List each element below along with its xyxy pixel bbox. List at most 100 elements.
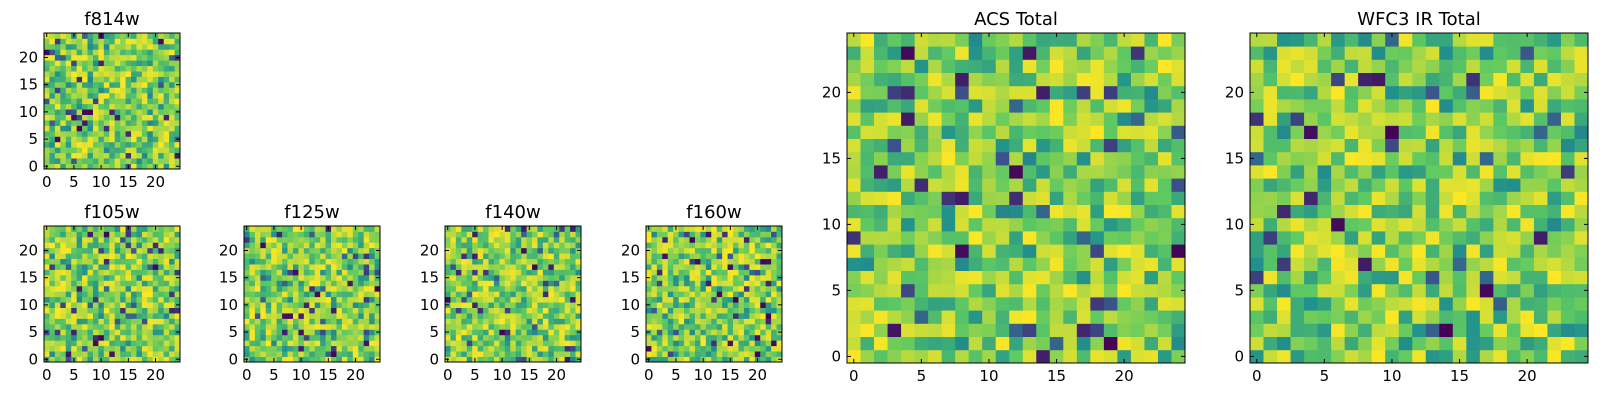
heatmap-cell xyxy=(738,302,745,308)
heatmap-cell xyxy=(114,242,121,249)
heatmap-cell xyxy=(1439,151,1454,166)
heatmap-cell xyxy=(662,253,669,260)
heatmap-cell xyxy=(163,81,170,88)
heatmap-cell xyxy=(1560,310,1575,324)
heatmap-cell xyxy=(109,54,116,61)
heatmap-cell xyxy=(163,247,170,254)
heatmap-cell xyxy=(461,356,468,363)
heatmap-cell xyxy=(109,60,116,67)
heatmap-cell xyxy=(282,269,288,276)
heatmap-cell xyxy=(673,302,680,308)
heatmap-cell xyxy=(1574,178,1589,192)
heatmap-cell xyxy=(325,231,332,238)
heatmap-cell xyxy=(646,323,652,330)
heatmap-cell xyxy=(1277,85,1291,100)
heatmap-cell xyxy=(542,280,549,287)
heatmap-cell xyxy=(901,151,915,166)
heatmap-cell xyxy=(265,280,272,287)
heatmap-cell xyxy=(689,236,696,243)
heatmap-cell xyxy=(928,323,943,337)
x-tick-label: 5 xyxy=(671,366,681,384)
heatmap-cell xyxy=(169,264,175,270)
heatmap-cell xyxy=(532,280,538,287)
heatmap-cell xyxy=(141,269,148,276)
heatmap-cell xyxy=(678,351,685,357)
heatmap-cell xyxy=(483,242,489,249)
heatmap-cell xyxy=(336,253,343,260)
heatmap-cell xyxy=(92,152,99,159)
heatmap-cell xyxy=(103,285,110,292)
heatmap-cell xyxy=(87,285,94,292)
heatmap-cell xyxy=(564,291,571,298)
x-tick-label: 20 xyxy=(748,366,767,384)
heatmap-cell xyxy=(570,329,576,336)
heatmap-cell xyxy=(914,283,929,298)
heatmap-cell xyxy=(466,242,473,249)
heatmap-cell xyxy=(542,334,549,341)
heatmap-cell xyxy=(705,253,712,260)
heatmap-cell xyxy=(542,356,549,363)
heatmap-cell xyxy=(689,258,696,265)
heatmap-cell xyxy=(1385,204,1400,219)
heatmap-cell xyxy=(982,244,997,258)
heatmap-cell xyxy=(49,43,56,50)
heatmap-cell xyxy=(254,323,261,330)
heatmap-cell xyxy=(363,236,370,243)
heatmap-cell xyxy=(548,351,555,357)
heatmap-cell xyxy=(689,307,696,314)
heatmap-cell xyxy=(331,318,337,325)
heatmap-cell xyxy=(60,247,67,254)
heatmap-cell xyxy=(114,152,121,159)
heatmap-cell xyxy=(1493,283,1508,298)
heatmap-cell xyxy=(92,43,99,50)
heatmap-cell xyxy=(1036,244,1051,258)
heatmap-cell xyxy=(92,114,99,121)
heatmap-cell xyxy=(152,296,159,303)
heatmap-cell xyxy=(548,236,555,243)
heatmap-cell xyxy=(689,313,696,319)
heatmap-cell xyxy=(455,231,462,238)
heatmap-cell xyxy=(260,285,267,292)
heatmap-cell xyxy=(662,226,669,232)
heatmap-cell xyxy=(716,307,723,314)
heatmap-cell xyxy=(700,323,707,330)
heatmap-cell xyxy=(60,296,67,303)
heatmap-cell xyxy=(466,313,473,319)
heatmap-cell xyxy=(874,112,888,126)
heatmap-cell xyxy=(678,280,685,287)
heatmap-cell xyxy=(1171,165,1186,179)
heatmap-cell xyxy=(651,231,658,238)
heatmap-cell xyxy=(136,147,143,154)
heatmap-cell xyxy=(673,280,680,287)
heatmap-cell xyxy=(749,253,756,260)
heatmap-cell xyxy=(141,334,148,341)
heatmap-cell xyxy=(298,313,305,319)
heatmap-cell xyxy=(152,49,159,56)
heatmap-cell xyxy=(771,345,777,352)
heatmap-cell xyxy=(1277,151,1291,166)
heatmap-cell xyxy=(1049,191,1064,205)
heatmap-cell xyxy=(1317,244,1332,258)
heatmap-cell xyxy=(727,340,734,347)
heatmap-cell xyxy=(537,356,544,363)
heatmap-cell xyxy=(564,242,571,249)
heatmap-cell xyxy=(1425,46,1440,60)
heatmap-cell xyxy=(1466,85,1481,100)
heatmap-cell xyxy=(1479,85,1494,100)
heatmap-cell xyxy=(1466,257,1481,271)
heatmap-cell xyxy=(1425,231,1440,245)
heatmap-cell xyxy=(60,141,67,148)
heatmap-cell xyxy=(760,340,767,347)
heatmap-cell xyxy=(684,274,690,281)
heatmap-cell xyxy=(678,334,685,341)
heatmap-cell xyxy=(71,285,78,292)
heatmap-cell xyxy=(174,103,181,110)
heatmap-cell xyxy=(125,318,132,325)
heatmap-cell xyxy=(483,323,489,330)
heatmap-cell xyxy=(54,236,61,243)
heatmap-cell xyxy=(292,264,299,270)
heatmap-cell xyxy=(765,302,772,308)
heatmap-cell xyxy=(570,318,576,325)
heatmap-cell xyxy=(152,120,159,126)
heatmap-cell xyxy=(109,103,116,110)
